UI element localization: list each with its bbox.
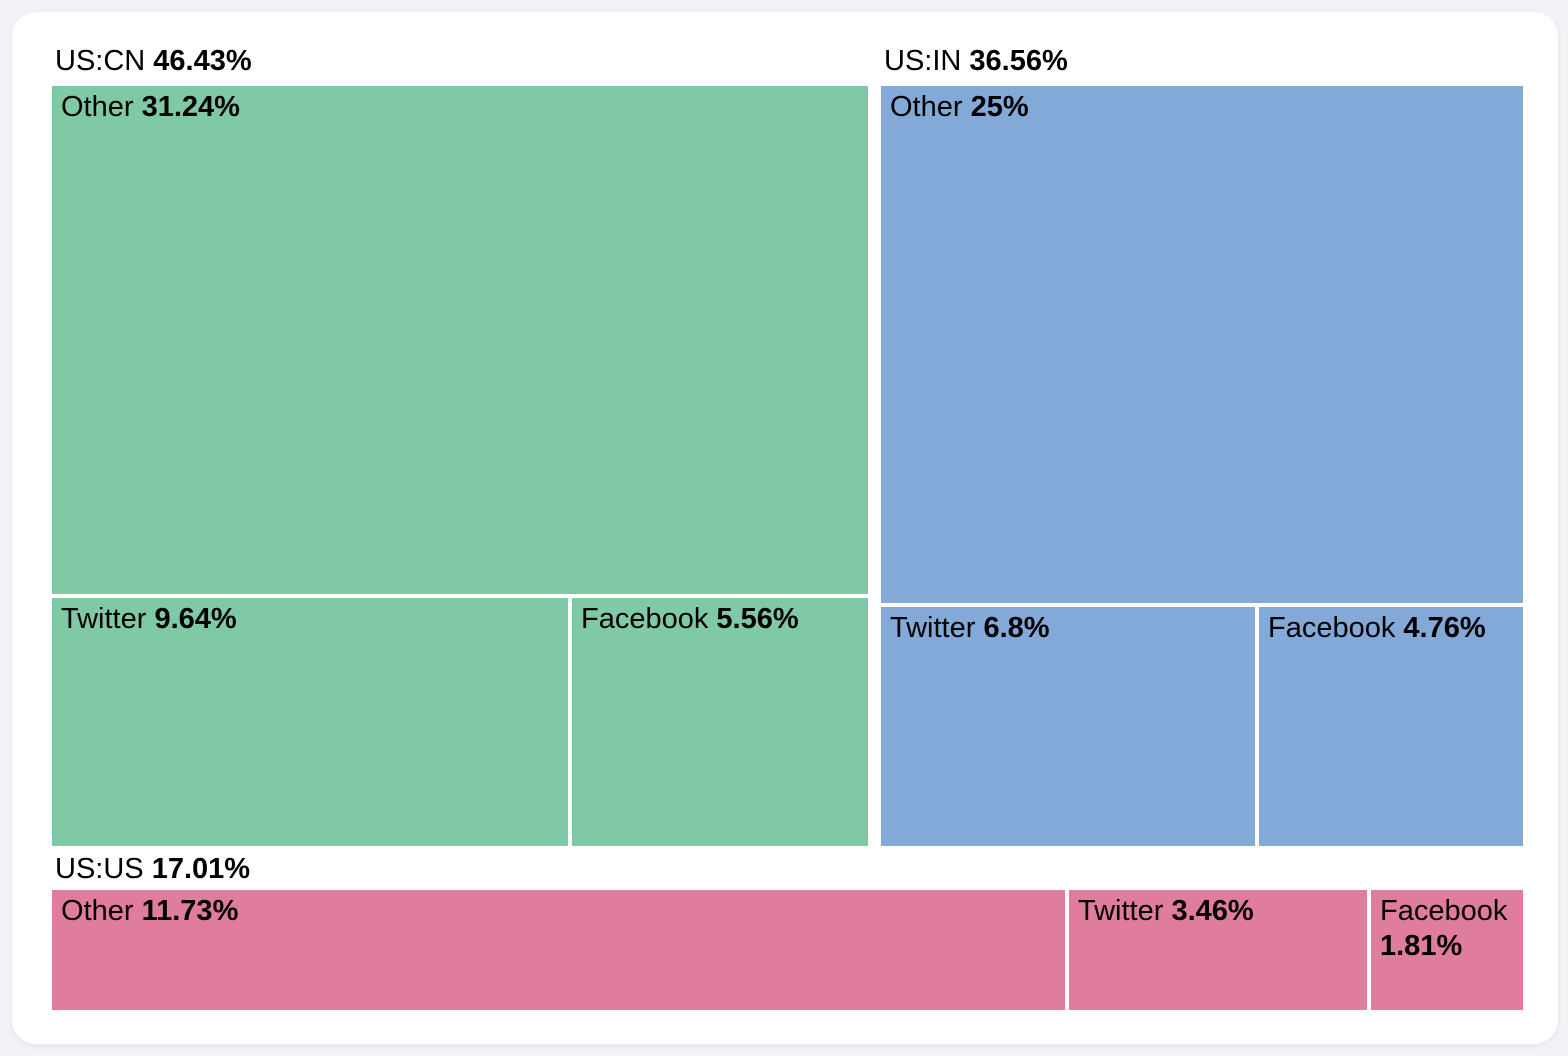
cell-us-in-other[interactable]: Other 25% bbox=[881, 86, 1523, 603]
group-label: US:IN bbox=[884, 45, 962, 77]
cell-us-us-twitter[interactable]: Twitter 3.46% bbox=[1069, 890, 1367, 1010]
treemap-group-us-cn: US:CN 46.43% Other 31.24% Twitter 9.64% … bbox=[52, 42, 868, 846]
treemap-card: US:CN 46.43% Other 31.24% Twitter 9.64% … bbox=[12, 12, 1558, 1044]
cell-us-in-twitter[interactable]: Twitter 6.8% bbox=[881, 607, 1255, 846]
cell-us-cn-twitter[interactable]: Twitter 9.64% bbox=[52, 598, 568, 846]
group-cells: Other 31.24% Twitter 9.64% Facebook 5.56… bbox=[52, 86, 868, 846]
cell-label: Other 31.24% bbox=[61, 91, 240, 123]
group-header-us-us: US:US 17.01% bbox=[52, 852, 1523, 890]
cell-us-us-facebook[interactable]: Facebook 1.81% bbox=[1371, 890, 1523, 1010]
group-percent: 36.56% bbox=[969, 45, 1068, 77]
group-header-us-in: US:IN 36.56% bbox=[881, 42, 1523, 86]
cell-us-cn-facebook[interactable]: Facebook 5.56% bbox=[572, 598, 868, 846]
group-cells: Other 25% Twitter 6.8% Facebook 4.76% bbox=[881, 86, 1523, 846]
cell-label: Facebook 5.56% bbox=[581, 603, 799, 635]
treemap-group-us-in: US:IN 36.56% Other 25% Twitter 6.8% Face… bbox=[881, 42, 1523, 846]
group-percent: 46.43% bbox=[153, 45, 252, 77]
group-cells: Other 11.73% Twitter 3.46% Facebook 1.81… bbox=[52, 890, 1523, 1010]
group-header-us-cn: US:CN 46.43% bbox=[52, 42, 868, 86]
cell-label: Twitter 6.8% bbox=[890, 612, 1050, 644]
cell-us-cn-other[interactable]: Other 31.24% bbox=[52, 86, 868, 594]
cell-us-in-facebook[interactable]: Facebook 4.76% bbox=[1259, 607, 1523, 846]
treemap-group-us-us: US:US 17.01% Other 11.73% Twitter 3.46% … bbox=[52, 852, 1523, 1010]
cell-us-us-other[interactable]: Other 11.73% bbox=[52, 890, 1065, 1010]
cell-label: Twitter 3.46% bbox=[1078, 895, 1254, 927]
group-label: US:CN bbox=[55, 45, 146, 77]
cell-label: Other 25% bbox=[890, 91, 1029, 123]
cell-label: Other 11.73% bbox=[61, 895, 239, 927]
group-percent: 17.01% bbox=[151, 853, 251, 885]
cell-label: Facebook 4.76% bbox=[1268, 612, 1486, 644]
group-label: US:US bbox=[55, 853, 144, 885]
cell-label: Twitter 9.64% bbox=[61, 603, 237, 635]
cell-label: Facebook 1.81% bbox=[1380, 895, 1508, 962]
